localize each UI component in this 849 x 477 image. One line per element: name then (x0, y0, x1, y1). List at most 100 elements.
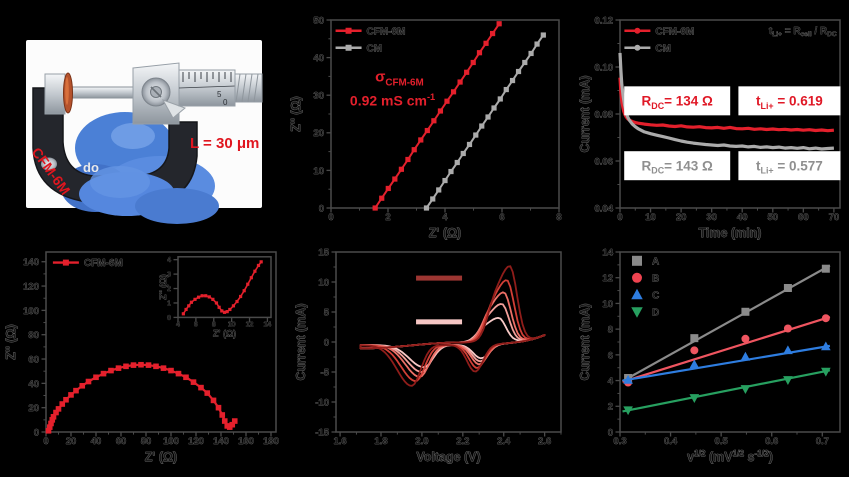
marker (200, 294, 204, 298)
x-axis-label: v1/2 (mV1/2 s-1/2) (687, 449, 773, 464)
marker (528, 50, 534, 57)
marker (509, 77, 516, 84)
micrometer-spindle (70, 86, 138, 99)
marker (68, 392, 74, 398)
marker (63, 396, 69, 403)
x-tick-label: 20 (676, 212, 687, 223)
x-tick-label: 8 (556, 212, 561, 223)
marker (231, 418, 238, 424)
y-tick-label: 80 (28, 330, 39, 341)
marker (783, 324, 792, 333)
barrel-scale (178, 72, 236, 89)
marker (489, 30, 496, 37)
marker (623, 406, 633, 416)
marker (115, 365, 122, 371)
legend-label: CM (655, 43, 671, 54)
y-tick-label: 0.10 (595, 62, 614, 73)
marker (100, 370, 107, 377)
marker (183, 374, 189, 381)
marker (181, 312, 185, 316)
tspan: -1/2 (755, 449, 770, 458)
marker (189, 300, 194, 304)
marker (193, 297, 197, 301)
y-tick-label: 0.04 (595, 203, 614, 214)
y-tick-label: 60 (28, 354, 39, 365)
tspan: 0.92 mS cm (350, 93, 427, 109)
chart-nyquist: 0 20 40 60 80 100 120 140 160 1800204060801001201… (4, 251, 279, 464)
y-tick-label: 1 (167, 300, 171, 307)
marker (632, 272, 642, 283)
annotation: tLi+ = Rcell / RDC (769, 26, 837, 38)
marker (540, 32, 546, 38)
marker (398, 166, 404, 172)
annotation-box (624, 86, 731, 116)
y-axis-label: Z'' (Ω) (158, 274, 168, 300)
legend-label: CFM-6M (84, 258, 123, 269)
legend-entry: CM (335, 43, 383, 55)
marker (345, 44, 352, 51)
x-tick-label: 0.5 (715, 436, 729, 447)
legend-label: C (652, 290, 659, 301)
frame-bolt (41, 157, 57, 171)
tspan: Li+ (761, 166, 774, 176)
annotation-box (738, 86, 841, 116)
marker (211, 297, 215, 301)
y-tick-label: 40 (313, 53, 324, 64)
annotation-box (738, 151, 841, 181)
marker (145, 362, 152, 368)
marker (689, 359, 700, 369)
legend-label: CM (367, 43, 383, 54)
tspan: -1 (427, 92, 435, 102)
marker (379, 195, 385, 201)
barrel-number: 0 (223, 98, 228, 107)
marker (476, 50, 483, 56)
marker (457, 79, 463, 85)
marker (59, 401, 66, 407)
x-tick-label: 2.6 (538, 436, 551, 447)
x-tick-label: 40 (737, 212, 748, 223)
y-tick-label: 3 (167, 272, 171, 279)
marker (225, 310, 229, 314)
marker (73, 387, 79, 394)
x-tick-label: 30 (706, 212, 717, 223)
marker (385, 185, 391, 192)
legend-entry: CFM-6M (624, 26, 695, 38)
tspan: t (756, 94, 761, 109)
marker (138, 361, 144, 368)
x-tick-label: 8 (212, 321, 216, 328)
marker (238, 294, 243, 299)
x-axis-label: Z' (Ω) (213, 328, 236, 338)
marker (85, 378, 92, 385)
axes-frame (45, 251, 277, 433)
x-tick-label: 4 (442, 212, 448, 223)
x-tick-label: 1.6 (333, 436, 346, 447)
x-tick-label: 0.6 (765, 436, 778, 447)
marker (222, 310, 227, 314)
marker (204, 390, 211, 396)
x-tick-label: 50 (767, 212, 778, 223)
marker (160, 365, 167, 371)
x-tick-label: 0 (617, 212, 622, 223)
legend-entry: CFM-6M (52, 258, 123, 269)
series-CFM-6M (47, 363, 236, 432)
legend-entry: C (631, 288, 659, 302)
marker (418, 137, 424, 143)
marker (497, 96, 503, 102)
marker (783, 284, 792, 292)
x-tick-label: 0 (328, 212, 333, 223)
tspan: DC (651, 101, 664, 111)
micrometer-frame (32, 87, 198, 203)
y-tick-label: 20 (28, 403, 39, 414)
marker (690, 346, 699, 355)
x-tick-label: 2 (385, 212, 390, 223)
marker (249, 276, 253, 280)
y-tick-label: 10 (602, 299, 613, 310)
annotation: tLi+ = 0.577 (756, 158, 823, 175)
chart-polarization: 0 10 20 30 40 50 60 70 0.04 0.06 0.08 0.10 0.12 Time … (578, 15, 841, 240)
series-CM (618, 52, 835, 151)
marker (689, 394, 700, 403)
x-tick-label: 0.7 (816, 436, 829, 447)
y-tick-label: 30 (313, 91, 324, 102)
